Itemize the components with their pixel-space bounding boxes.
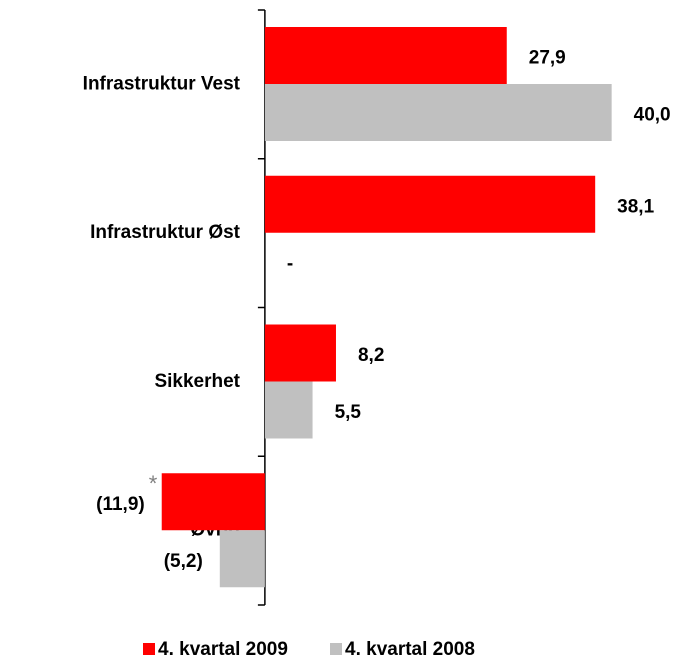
legend-swatch bbox=[143, 643, 155, 655]
value-label: (5,2) bbox=[164, 551, 203, 572]
bar bbox=[161, 473, 265, 531]
category-label: Infrastruktur Vest bbox=[83, 73, 241, 94]
value-label: 8,2 bbox=[358, 345, 384, 366]
legend-label: 4. kvartal 2008 bbox=[345, 639, 475, 660]
legend-swatch bbox=[330, 643, 342, 655]
bar bbox=[219, 530, 265, 588]
value-label: - bbox=[287, 253, 293, 274]
bar bbox=[264, 84, 612, 141]
bar bbox=[264, 324, 336, 382]
value-label: (11,9) bbox=[96, 494, 145, 515]
value-label: 27,9 bbox=[529, 48, 566, 69]
value-label: 5,5 bbox=[335, 402, 362, 423]
category-label: Infrastruktur Øst bbox=[90, 222, 241, 243]
category-label: Sikkerhet bbox=[154, 371, 240, 392]
bar bbox=[264, 175, 596, 233]
legend-label: 4. kvartal 2009 bbox=[158, 639, 288, 660]
value-label: 38,1 bbox=[617, 196, 654, 217]
annotation: * bbox=[149, 471, 158, 496]
bar bbox=[264, 27, 507, 84]
bar bbox=[264, 381, 313, 439]
value-label: 40,0 bbox=[634, 105, 671, 126]
